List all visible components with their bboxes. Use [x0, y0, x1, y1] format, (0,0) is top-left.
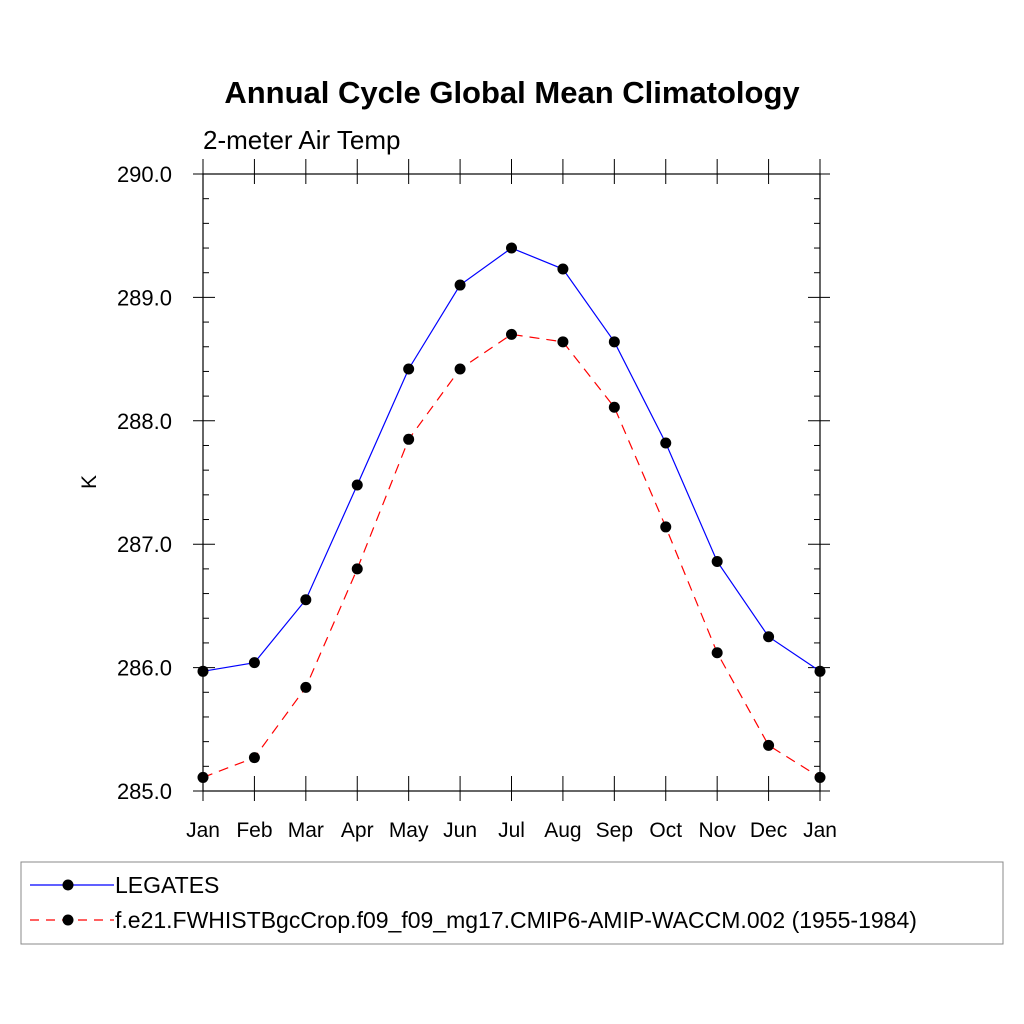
series-1-point	[608, 401, 620, 413]
legend-label-legates: LEGATES	[115, 872, 219, 898]
chart-subtitle: 2-meter Air Temp	[203, 125, 400, 155]
y-axis-label: K	[78, 475, 101, 489]
x-tick-label: Jul	[498, 819, 525, 842]
y-tick-label: 287.0	[117, 532, 172, 557]
legend-marker-legates	[62, 879, 74, 891]
series-line-0	[202, 247, 821, 672]
legend-marker-model	[62, 914, 74, 926]
series-0-point	[403, 363, 415, 375]
series-0-point	[454, 279, 466, 291]
x-tick-label: Nov	[698, 819, 736, 842]
series-1-point	[506, 328, 517, 340]
series-1-point	[248, 752, 260, 764]
series-1-point	[300, 681, 312, 693]
series-0-point	[248, 657, 260, 669]
series-1-point	[660, 521, 672, 533]
y-tick-label: 289.0	[117, 285, 172, 310]
series-0-point	[660, 437, 672, 449]
series-1-point	[454, 363, 466, 375]
series-0-point	[557, 263, 569, 275]
series-0-point	[608, 336, 620, 348]
x-tick-label: Dec	[750, 819, 787, 842]
x-tick-label: Apr	[341, 819, 374, 842]
plot-frame	[202, 173, 821, 792]
series-1-point	[711, 647, 723, 659]
series-1-point	[351, 563, 363, 575]
x-tick-label: Feb	[236, 819, 272, 842]
x-tick-label: Jan	[803, 819, 837, 842]
series-1-point	[557, 336, 569, 348]
x-tick-label: Jun	[443, 819, 477, 842]
x-tick-label: May	[389, 819, 429, 842]
x-tick-label: Sep	[596, 819, 633, 842]
axis-ticks	[193, 159, 830, 801]
series-0-point	[711, 555, 723, 567]
legend: LEGATES f.e21.FWHISTBgcCrop.f09_f09_mg17…	[20, 861, 1004, 945]
series-1-point	[763, 739, 775, 751]
series-1-point	[403, 433, 415, 445]
series-0-point	[763, 631, 775, 643]
series-line-1	[202, 333, 821, 778]
legend-box	[20, 861, 1004, 945]
chart-title: Annual Cycle Global Mean Climatology	[224, 75, 800, 110]
x-tick-label: Aug	[544, 819, 581, 842]
series-0-point	[351, 479, 363, 491]
series-0-point	[300, 594, 312, 606]
series-0-point	[506, 242, 517, 254]
y-tick-label: 290.0	[117, 162, 172, 187]
y-tick-label: 288.0	[117, 409, 172, 434]
axis-tick-labels: Jan Feb Mar Apr May Jun Jul Aug Sep Oct Nov Dec Jan 2…	[117, 162, 837, 842]
plot-series	[197, 242, 826, 783]
legend-label-model: f.e21.FWHISTBgcCrop.f09_f09_mg17.CMIP6-A…	[115, 907, 917, 933]
x-tick-label: Jan	[186, 819, 220, 842]
y-tick-label: 286.0	[117, 656, 172, 681]
x-tick-label: Oct	[649, 819, 682, 842]
x-tick-label: Mar	[288, 819, 324, 842]
y-tick-label: 285.0	[117, 779, 172, 804]
